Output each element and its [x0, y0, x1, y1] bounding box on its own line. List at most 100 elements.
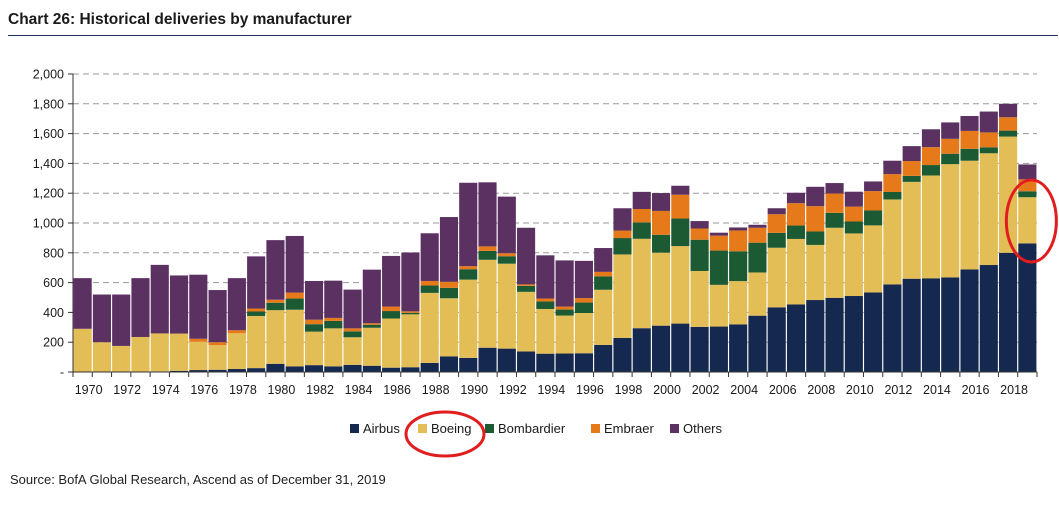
- x-tick-label: 1996: [576, 383, 604, 397]
- bar-segment-others: [208, 290, 227, 343]
- bar-2008: [806, 186, 825, 372]
- bar-1994: [536, 255, 555, 372]
- bar-segment-bombardier: [420, 285, 439, 293]
- bar-segment-airbus: [324, 366, 343, 372]
- bar-segment-airbus: [227, 369, 246, 372]
- bars: [73, 103, 1037, 372]
- bar-1981: [285, 235, 304, 372]
- bar-segment-boeing: [266, 310, 285, 364]
- x-tick-label: 2004: [730, 383, 758, 397]
- bar-segment-bombardier: [960, 148, 979, 161]
- bar-segment-others: [497, 196, 516, 254]
- bar-2003: [709, 232, 728, 372]
- bar-segment-embraer: [247, 308, 266, 312]
- bar-segment-embraer: [517, 284, 536, 286]
- bar-segment-airbus: [748, 315, 767, 372]
- bar-2005: [748, 224, 767, 372]
- bar-1983: [324, 280, 343, 372]
- bar-segment-embraer: [960, 130, 979, 149]
- bar-1974: [150, 264, 169, 372]
- bar-segment-embraer: [189, 338, 208, 342]
- bar-1977: [208, 290, 227, 372]
- bar-segment-boeing: [73, 328, 92, 372]
- bar-segment-others: [921, 129, 941, 148]
- bar-segment-embraer: [420, 280, 439, 286]
- bar-1986: [382, 255, 401, 372]
- bar-segment-others: [555, 260, 574, 307]
- bar-segment-airbus: [594, 344, 613, 372]
- bar-segment-airbus: [632, 328, 651, 372]
- bar-segment-bombardier: [266, 302, 285, 311]
- bar-1980: [266, 240, 285, 372]
- y-tick-label: 1,000: [33, 217, 64, 231]
- y-tick-label: 1,600: [33, 127, 64, 141]
- bar-2013: [902, 146, 921, 372]
- bar-segment-embraer: [786, 203, 806, 226]
- bar-segment-others: [227, 278, 246, 331]
- bar-segment-embraer: [690, 228, 709, 240]
- bar-segment-others: [420, 233, 439, 281]
- x-tick-label: 1978: [229, 383, 257, 397]
- bar-segment-boeing: [690, 270, 709, 327]
- bar-segment-boeing: [806, 244, 825, 301]
- bar-segment-embraer: [285, 292, 304, 299]
- bar-segment-bombardier: [1018, 191, 1037, 198]
- x-tick-label: 1980: [268, 383, 296, 397]
- bar-segment-embraer: [439, 281, 459, 288]
- bar-segment-others: [825, 183, 844, 194]
- bar-segment-boeing: [362, 327, 381, 366]
- bar-segment-others: [806, 186, 825, 207]
- legend-boeing: Boeing: [418, 421, 471, 436]
- bar-1973: [131, 278, 150, 372]
- bar-segment-others: [73, 278, 92, 329]
- bar-1978: [227, 278, 246, 372]
- bar-1993: [517, 227, 536, 372]
- bar-segment-boeing: [729, 281, 748, 325]
- bar-1985: [362, 269, 381, 372]
- bar-segment-boeing: [594, 289, 613, 345]
- bar-segment-others: [517, 227, 536, 285]
- bar-segment-boeing: [382, 318, 401, 368]
- bar-segment-others: [671, 185, 690, 195]
- source-note: Source: BofA Global Research, Ascend as …: [10, 472, 386, 487]
- bar-segment-others: [844, 191, 863, 207]
- bar-segment-bombardier: [382, 311, 401, 319]
- bar-segment-bombardier: [497, 256, 516, 264]
- legend-swatch: [591, 424, 600, 433]
- bar-1971: [92, 294, 111, 372]
- bar-1970: [73, 278, 92, 372]
- bar-segment-airbus: [343, 364, 362, 372]
- bar-2011: [864, 181, 883, 372]
- bar-segment-airbus: [979, 265, 998, 372]
- bar-1988: [420, 233, 439, 372]
- bar-segment-airbus: [401, 367, 420, 372]
- bar-segment-others: [459, 182, 478, 267]
- x-tick-label: 1976: [190, 383, 218, 397]
- y-tick-label: 2,000: [33, 68, 64, 82]
- x-tick-label: 2014: [923, 383, 951, 397]
- bar-1992: [497, 196, 516, 372]
- bar-segment-others: [536, 255, 555, 299]
- x-tick-label: 2016: [962, 383, 990, 397]
- bar-segment-bombardier: [304, 324, 324, 332]
- bar-segment-airbus: [806, 300, 825, 372]
- bar-segment-embraer: [1018, 179, 1037, 192]
- bar-segment-bombardier: [999, 130, 1018, 137]
- bar-1996: [574, 260, 593, 372]
- bar-segment-boeing: [92, 342, 111, 372]
- x-tick-label: 1984: [345, 383, 373, 397]
- legend-swatch: [485, 424, 494, 433]
- bar-segment-airbus: [883, 284, 902, 372]
- bar-segment-boeing: [844, 233, 863, 297]
- bar-segment-bombardier: [690, 239, 709, 271]
- bar-segment-bombardier: [671, 218, 690, 247]
- legend: Airbus Boeing Bombardier Embraer Others: [350, 421, 723, 436]
- bar-segment-others: [902, 146, 921, 162]
- bar-1990: [459, 182, 478, 372]
- bar-segment-embraer: [304, 319, 324, 325]
- bar-segment-others: [690, 221, 709, 229]
- bar-segment-embraer: [864, 191, 883, 211]
- bar-segment-airbus: [671, 323, 690, 372]
- bar-segment-airbus: [651, 325, 671, 372]
- bar-segment-others: [131, 278, 150, 337]
